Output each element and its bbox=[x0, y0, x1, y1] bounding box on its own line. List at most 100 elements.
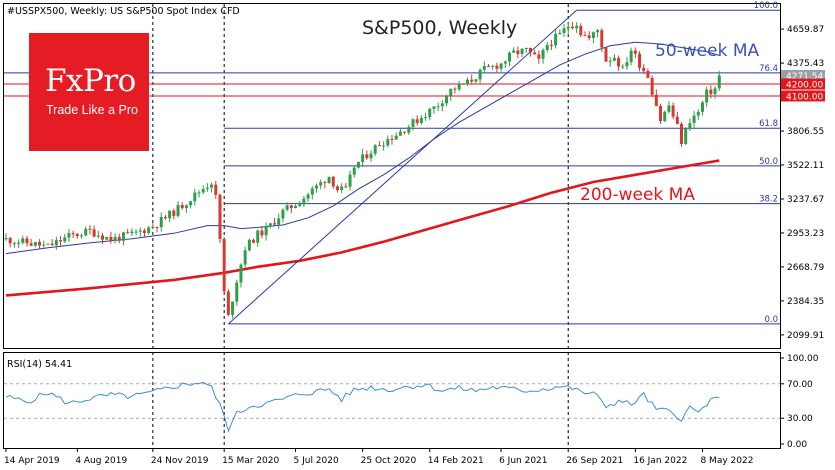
x-tick-label: 14 Feb 2021 bbox=[428, 456, 484, 466]
candle-body bbox=[260, 230, 264, 236]
level-badge-bg bbox=[781, 90, 825, 102]
uptrend-line bbox=[228, 9, 577, 325]
fib-level-label: 0.0 bbox=[764, 315, 778, 325]
candle-body bbox=[407, 126, 411, 133]
candle-body bbox=[92, 229, 96, 237]
candle-body bbox=[659, 105, 663, 122]
candle-body bbox=[12, 243, 16, 245]
candle-body bbox=[335, 186, 339, 190]
candle-body bbox=[155, 227, 159, 229]
fib-level-label: 76.4 bbox=[759, 64, 778, 74]
candle-body bbox=[373, 145, 377, 154]
candle-body bbox=[495, 65, 499, 69]
candle-body bbox=[147, 227, 151, 234]
candle-body bbox=[17, 242, 21, 244]
candle-body bbox=[214, 184, 218, 195]
candle-body bbox=[612, 57, 616, 61]
y-tick-label: 3237.67 bbox=[787, 195, 824, 205]
x-tick-label: 26 Sep 2021 bbox=[566, 456, 623, 466]
x-tick-label: 24 Nov 2019 bbox=[151, 456, 209, 466]
x-tick-label: 14 Apr 2019 bbox=[4, 456, 60, 466]
candle-body bbox=[533, 52, 537, 55]
candle-body bbox=[226, 291, 230, 315]
rsi-panel-frame bbox=[3, 352, 781, 449]
rsi-axis: 100.00 70.00 30.00 0.00 bbox=[780, 354, 819, 450]
candle-body bbox=[424, 117, 428, 119]
candle-body bbox=[642, 67, 646, 72]
candle-body bbox=[25, 238, 29, 244]
candle-body bbox=[151, 227, 155, 229]
x-tick-label: 25 Oct 2020 bbox=[361, 456, 417, 466]
candle-body bbox=[520, 48, 524, 55]
candle-body bbox=[319, 182, 323, 186]
candle-body bbox=[323, 182, 327, 184]
y-tick-label: 2953.23 bbox=[787, 229, 824, 239]
candle-body bbox=[705, 89, 709, 103]
rsi-y-tick-label: 0.00 bbox=[787, 440, 807, 450]
candle-body bbox=[327, 176, 331, 184]
candle-body bbox=[109, 236, 113, 241]
candle-body bbox=[361, 154, 365, 162]
candle-body bbox=[302, 198, 306, 205]
candle-body bbox=[684, 128, 688, 145]
candle-body bbox=[394, 135, 398, 140]
candle-body bbox=[680, 123, 683, 145]
candle-body bbox=[587, 35, 591, 38]
candle-body bbox=[629, 50, 633, 63]
fib-level-label: 50.0 bbox=[759, 157, 778, 167]
candle-body bbox=[461, 83, 465, 85]
candle-body bbox=[210, 184, 214, 188]
candle-body bbox=[289, 205, 293, 208]
candle-body bbox=[8, 238, 12, 244]
candle-body bbox=[344, 186, 348, 188]
x-tick-label: 8 May 2022 bbox=[700, 456, 753, 466]
candle-body bbox=[121, 232, 125, 241]
candle-body bbox=[239, 264, 243, 283]
ma50-path bbox=[5, 41, 720, 255]
rsi-y-tick-label: 70.00 bbox=[787, 380, 813, 390]
candle-body bbox=[180, 204, 184, 209]
y-tick-label: 2384.35 bbox=[787, 297, 824, 307]
candle-body bbox=[201, 188, 205, 193]
candle-body bbox=[172, 210, 176, 216]
candle-body bbox=[340, 186, 344, 190]
ma200-path bbox=[5, 159, 720, 297]
candle-body bbox=[570, 26, 574, 29]
x-tick-label: 6 Jun 2021 bbox=[499, 456, 547, 466]
candle-body bbox=[21, 238, 25, 243]
candle-body bbox=[549, 44, 553, 46]
candle-body bbox=[440, 103, 444, 107]
candle-body bbox=[638, 53, 642, 68]
candle-body bbox=[625, 62, 629, 67]
candle-body bbox=[688, 123, 692, 129]
fxpro-logo: FxPro Trade Like a Pro bbox=[29, 33, 149, 151]
candle-body bbox=[654, 94, 658, 106]
candle-body bbox=[398, 131, 402, 136]
candle-body bbox=[591, 32, 595, 38]
candle-body bbox=[650, 77, 654, 95]
candle-body bbox=[382, 145, 386, 147]
candle-body bbox=[193, 192, 197, 202]
candle-body bbox=[247, 239, 251, 251]
candle-body bbox=[646, 71, 650, 78]
candle-body bbox=[700, 102, 704, 112]
candle-body bbox=[117, 236, 121, 241]
candle-body bbox=[252, 239, 256, 243]
level-badge: 4100.00 bbox=[786, 92, 823, 102]
candle-body bbox=[67, 233, 71, 238]
x-tick-label: 4 Aug 2019 bbox=[75, 456, 127, 466]
candle-body bbox=[386, 138, 390, 146]
candle-body bbox=[348, 174, 352, 187]
candle-body bbox=[50, 243, 54, 246]
candle-body bbox=[298, 204, 302, 207]
rsi-path bbox=[5, 381, 720, 433]
candle-body bbox=[432, 106, 436, 109]
candle-body bbox=[671, 105, 675, 117]
x-tick-label: 15 Mar 2020 bbox=[222, 456, 279, 466]
candle-body bbox=[696, 111, 700, 116]
candle-body bbox=[105, 236, 109, 240]
last-price-badge-bg bbox=[781, 69, 825, 81]
y-tick-label: 2099.91 bbox=[787, 331, 824, 341]
candle-body bbox=[306, 194, 310, 199]
